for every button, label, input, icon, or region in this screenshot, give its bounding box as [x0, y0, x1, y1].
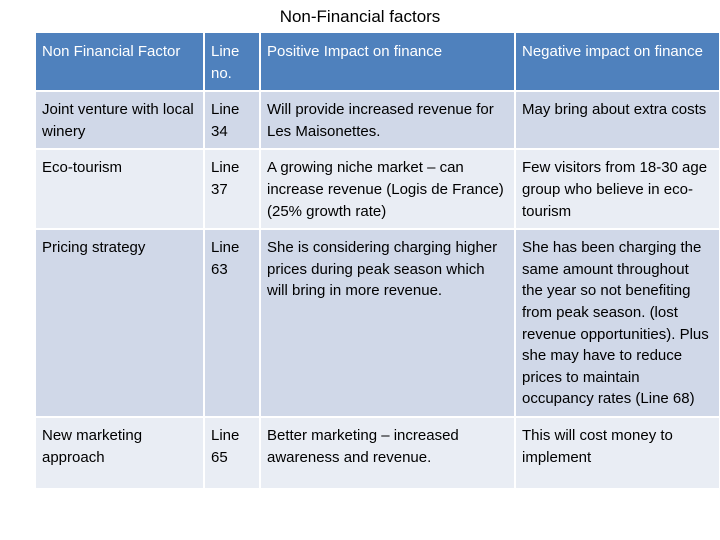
header-positive-impact: Positive Impact on finance [260, 33, 516, 93]
table-row: Pricing strategy Line 63 She is consider… [36, 229, 720, 418]
negative-cell: This will cost money to implement [515, 416, 720, 490]
negative-cell: Few visitors from 18-30 age group who be… [515, 149, 720, 231]
positive-cell: She is considering charging higher price… [260, 229, 516, 418]
factor-cell: Joint venture with local winery [36, 91, 205, 151]
header-negative-impact: Negative impact on finance [515, 33, 720, 93]
table-row: Eco-tourism Line 37 A growing niche mark… [36, 149, 720, 231]
factor-cell: Eco-tourism [36, 149, 205, 231]
negative-cell: May bring about extra costs [515, 91, 720, 151]
table-row: New marketing approach Line 65 Better ma… [36, 416, 720, 490]
factor-cell: Pricing strategy [36, 229, 205, 418]
positive-cell: Will provide increased revenue for Les M… [260, 91, 516, 151]
line-cell: Line 37 [204, 149, 261, 231]
table-header-row: Non Financial Factor Line no. Positive I… [36, 33, 720, 93]
line-cell: Line 65 [204, 416, 261, 490]
factors-table: Non Financial Factor Line no. Positive I… [36, 33, 720, 490]
header-line-no: Line no. [204, 33, 261, 93]
line-cell: Line 63 [204, 229, 261, 418]
factor-cell: New marketing approach [36, 416, 205, 490]
table-row: Joint venture with local winery Line 34 … [36, 91, 720, 151]
negative-cell: She has been charging the same amount th… [515, 229, 720, 418]
header-factor: Non Financial Factor [36, 33, 205, 93]
positive-cell: Better marketing – increased awareness a… [260, 416, 516, 490]
slide-title: Non-Financial factors [279, 7, 441, 26]
line-cell: Line 34 [204, 91, 261, 151]
positive-cell: A growing niche market – can increase re… [260, 149, 516, 231]
